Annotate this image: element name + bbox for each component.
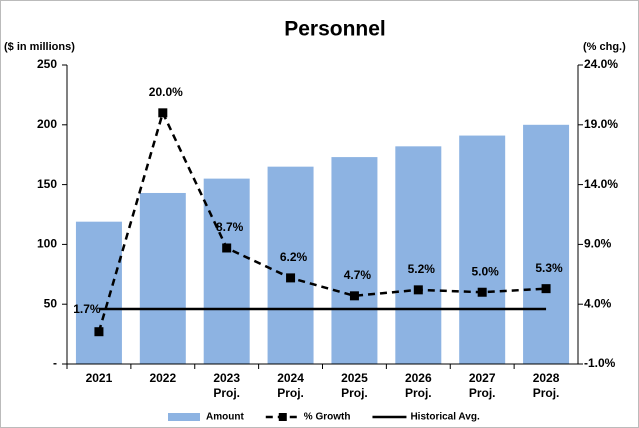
y2-tick-label: 19.0% [584,117,618,131]
marker [349,291,359,301]
bar [75,221,122,364]
data-label: 20.0% [149,85,183,99]
bar [203,178,250,364]
y-tick-label: 100 [37,237,57,251]
legend-label: Historical Avg. [410,412,479,423]
bar [459,135,506,364]
data-label: 1.7% [73,302,101,316]
y-tick-label: 150 [37,177,57,191]
x-tick-label: 2024 Proj. [277,371,304,400]
bar [523,124,570,364]
x-tick-label: 2021 [86,371,113,385]
y2-axis-label: (% chg.) [583,41,626,53]
bar [331,157,378,364]
marker [541,284,551,294]
y2-tick-label: -1.0% [584,356,616,370]
y-tick-label: 250 [37,57,57,71]
data-label: 5.2% [408,262,436,276]
y-axis-label: ($ in millions) [4,41,75,53]
data-label: 5.3% [535,261,563,275]
y2-tick-label: 24.0% [584,57,618,71]
y-tick-label: - [53,356,57,370]
x-tick-label: 2025 Proj. [341,371,368,400]
data-label: 8.7% [216,220,244,234]
data-label: 6.2% [280,250,308,264]
bar [395,146,442,364]
marker [222,243,232,253]
y-tick-label: 200 [37,117,57,131]
x-tick-label: 2023 Proj. [213,371,240,400]
legend-marker [278,413,287,421]
marker [94,327,104,337]
marker [286,273,296,283]
growth-line [97,109,547,333]
chart-title: Personnel [284,18,386,41]
x-tick-label: 2027 Proj. [469,371,496,400]
legend-label: Amount [206,412,244,423]
bar [139,192,186,364]
x-tick-label: 2028 Proj. [533,371,560,400]
data-label: 5.0% [472,264,500,278]
legend-label: % Growth [304,412,351,423]
y-tick-label: 50 [44,296,58,310]
marker [413,285,423,295]
bar [267,166,314,364]
x-tick-label: 2026 Proj. [405,371,432,400]
data-label: 4.7% [344,268,372,282]
y2-tick-label: 4.0% [584,296,612,310]
y2-tick-label: 14.0% [584,177,618,191]
legend-swatch [168,413,200,421]
marker [477,287,487,297]
y2-tick-label: 9.0% [584,237,612,251]
x-tick-label: 2022 [149,371,176,385]
marker [158,108,168,118]
